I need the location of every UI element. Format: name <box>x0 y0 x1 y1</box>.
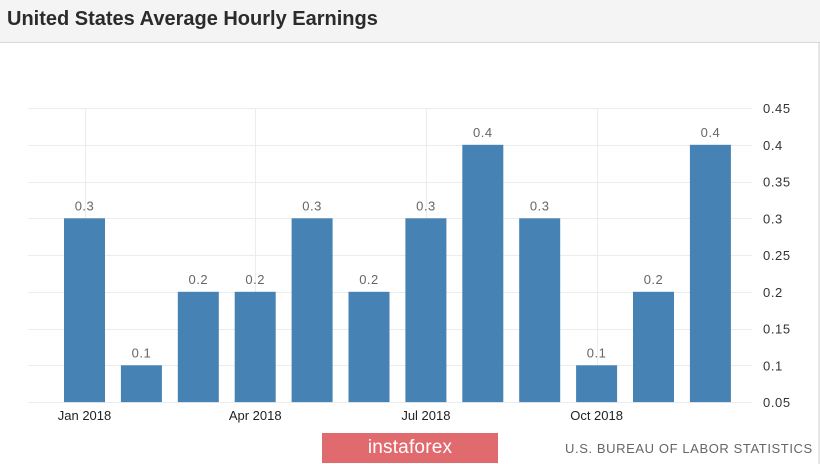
bar-value-label: 0.3 <box>416 198 436 213</box>
frame-border <box>818 43 820 464</box>
bar-value-label: 0.2 <box>644 272 664 287</box>
bar <box>576 365 618 403</box>
bar <box>348 291 390 403</box>
bar <box>405 218 447 403</box>
title-bar: United States Average Hourly Earnings <box>0 0 820 43</box>
x-tick-label: Apr 2018 <box>229 408 282 423</box>
y-tick-label: 0.35 <box>763 175 791 190</box>
bar-value-label: 0.1 <box>132 345 152 360</box>
bar <box>120 365 162 403</box>
bar-value-label: 0.3 <box>302 198 322 213</box>
bar-value-label: 0.3 <box>530 198 550 213</box>
bar <box>234 291 276 403</box>
bar-value-label: 0.1 <box>587 345 607 360</box>
chart-title: United States Average Hourly Earnings <box>7 8 378 30</box>
bar-value-label: 0.2 <box>189 272 209 287</box>
x-tick-label: Jan 2018 <box>58 408 112 423</box>
y-tick-label: 0.25 <box>763 248 791 263</box>
bar-value-label: 0.3 <box>75 198 95 213</box>
bar-value-label: 0.4 <box>473 125 493 140</box>
bar <box>177 291 219 403</box>
bar <box>689 144 731 403</box>
y-tick-label: 0.4 <box>763 138 783 153</box>
bar <box>291 218 333 403</box>
y-tick-label: 0.15 <box>763 322 791 337</box>
bar <box>462 144 504 403</box>
bar-value-label: 0.2 <box>245 272 265 287</box>
x-tick-label: Oct 2018 <box>570 408 623 423</box>
y-tick-label: 0.3 <box>763 211 783 226</box>
bar <box>64 218 105 403</box>
y-tick-label: 0.2 <box>763 285 783 300</box>
source-label: U.S. BUREAU OF LABOR STATISTICS <box>565 441 813 456</box>
instaforex-logo: instaforex <box>322 433 498 463</box>
y-tick-label: 0.45 <box>763 101 791 116</box>
y-tick-label: 0.05 <box>763 395 791 410</box>
bar <box>519 218 561 403</box>
bar-value-label: 0.4 <box>701 125 721 140</box>
y-tick-label: 0.1 <box>763 358 783 373</box>
x-tick-label: Jul 2018 <box>401 408 450 423</box>
bar <box>633 291 674 403</box>
bar-value-label: 0.2 <box>359 272 379 287</box>
